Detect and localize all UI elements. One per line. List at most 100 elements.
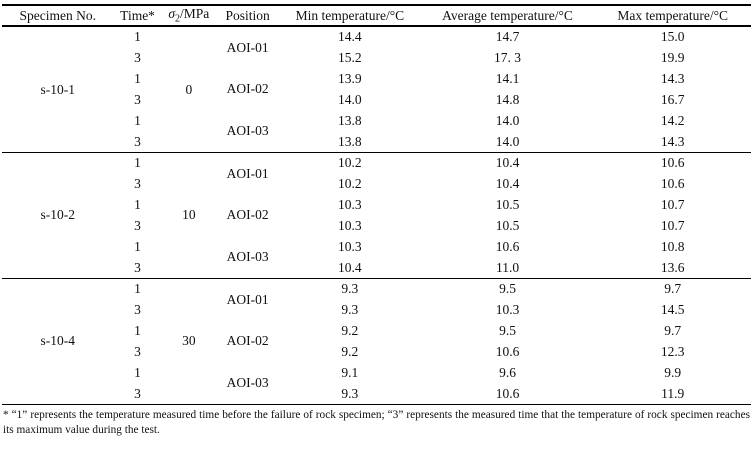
max-temp-cell: 15.0 <box>660 29 685 45</box>
specimen-cell: s-10-1 <box>40 81 76 97</box>
table-row: 3 10.2 10.4 10.6 <box>2 173 751 194</box>
position-cell: AOI-02 <box>226 81 269 97</box>
time-cell: 1 <box>134 29 141 45</box>
position-cell: AOI-01 <box>226 165 269 181</box>
time-cell: 1 <box>134 112 141 128</box>
time-cell: 1 <box>134 281 141 296</box>
table-row: 1 AOI-03 13.8 14.0 14.2 <box>2 110 751 138</box>
avg-temp-cell: 9.5 <box>499 281 516 296</box>
position-cell: AOI-03 <box>226 375 269 390</box>
time-cell: 3 <box>134 259 141 275</box>
max-temp-cell: 13.6 <box>660 259 685 275</box>
avg-temp-cell: 14.0 <box>495 133 520 149</box>
table-row: 3 15.2 17. 3 19.9 <box>2 47 751 68</box>
header-avg-temp: Average temperature/°C <box>442 7 573 23</box>
avg-temp-cell: 9.6 <box>499 364 516 380</box>
specimen-cell: s-10-2 <box>40 207 76 223</box>
avg-temp-cell: 17. 3 <box>494 49 522 65</box>
specimen-group-s-10-2: s-10-2 1 10 AOI-01 10.2 10.4 10.6 3 10.2… <box>2 152 751 278</box>
min-temp-cell: 10.2 <box>338 155 362 170</box>
min-temp-cell: 13.8 <box>338 112 362 128</box>
avg-temp-cell: 10.6 <box>495 238 520 254</box>
table-row: 1 AOI-03 9.1 9.6 9.9 <box>2 362 751 390</box>
avg-temp-cell: 10.5 <box>495 196 520 212</box>
min-temp-cell: 10.4 <box>338 259 362 275</box>
max-temp-cell: 9.7 <box>664 281 682 296</box>
table-row: 3 10.4 11.0 13.6 <box>2 257 751 278</box>
max-temp-cell: 10.7 <box>660 217 685 233</box>
position-cell: AOI-03 <box>226 123 269 138</box>
table-row: s-10-2 1 10 AOI-01 10.2 10.4 10.6 <box>2 152 751 222</box>
time-cell: 1 <box>134 364 141 380</box>
min-temp-cell: 10.3 <box>338 238 362 254</box>
max-temp-cell: 10.6 <box>660 175 685 191</box>
sigma-unit: /MPa <box>180 5 210 21</box>
min-temp-cell: 10.3 <box>338 217 362 233</box>
min-temp-cell: 13.8 <box>338 133 362 149</box>
time-cell: 3 <box>134 91 141 107</box>
table-header: Specimen No. Time* σ2/MPa Position Min t… <box>2 5 751 26</box>
max-temp-cell: 14.3 <box>660 133 685 149</box>
position-cell: AOI-03 <box>226 249 269 264</box>
min-temp-cell: 9.3 <box>341 301 359 317</box>
max-temp-cell: 10.8 <box>660 238 685 254</box>
sigma-cell: 30 <box>182 333 196 349</box>
sigma-symbol: σ <box>168 5 176 21</box>
sigma-subscript: 2 <box>175 13 181 25</box>
table-footnote: * “1” represents the temperature measure… <box>3 408 750 436</box>
avg-temp-cell: 14.8 <box>495 91 520 107</box>
table-row: 1 AOI-02 13.9 14.1 14.3 <box>2 68 751 96</box>
specimen-cell: s-10-4 <box>40 333 76 349</box>
header-max-temp: Max temperature/°C <box>617 7 729 23</box>
min-temp-cell: 14.4 <box>338 29 362 45</box>
position-cell: AOI-01 <box>226 39 269 55</box>
max-temp-cell: 12.3 <box>660 343 685 359</box>
time-cell: 3 <box>134 133 141 149</box>
avg-temp-cell: 14.0 <box>495 112 520 128</box>
specimen-group-s-10-1: s-10-1 1 0 AOI-01 14.4 14.7 15.0 3 15.2 … <box>2 26 751 152</box>
min-temp-cell: 10.3 <box>338 196 362 212</box>
table-row: 3 9.2 10.6 12.3 <box>2 341 751 362</box>
max-temp-cell: 10.7 <box>660 196 685 212</box>
max-temp-cell: 19.9 <box>660 49 685 65</box>
min-temp-cell: 10.2 <box>338 175 362 191</box>
paper-table-page: Specimen No. Time* σ2/MPa Position Min t… <box>2 4 751 436</box>
avg-temp-cell: 11.0 <box>495 259 520 275</box>
table-row: 1 AOI-02 9.2 9.5 9.7 <box>2 320 751 348</box>
table-row: 3 9.3 10.6 11.9 <box>2 383 751 404</box>
max-temp-cell: 11.9 <box>661 385 685 401</box>
min-temp-cell: 9.2 <box>341 322 359 338</box>
table-row: s-10-1 1 0 AOI-01 14.4 14.7 15.0 <box>2 26 751 96</box>
min-temp-cell: 9.2 <box>341 343 359 359</box>
min-temp-cell: 14.0 <box>338 91 362 107</box>
min-temp-cell: 9.3 <box>341 385 359 401</box>
time-cell: 1 <box>134 322 141 338</box>
position-cell: AOI-02 <box>226 333 269 349</box>
header-specimen: Specimen No. <box>19 7 97 23</box>
time-cell: 3 <box>134 343 141 359</box>
time-cell: 3 <box>134 217 141 233</box>
table-row: 1 AOI-02 10.3 10.5 10.7 <box>2 194 751 222</box>
time-cell: 1 <box>134 155 141 170</box>
sigma-cell: 10 <box>182 207 196 223</box>
avg-temp-cell: 10.4 <box>495 175 520 191</box>
table-row: 3 14.0 14.8 16.7 <box>2 89 751 110</box>
time-cell: 1 <box>134 196 141 212</box>
sigma-cell: 0 <box>185 81 193 97</box>
avg-temp-cell: 14.7 <box>495 29 520 45</box>
max-temp-cell: 14.3 <box>660 70 685 86</box>
min-temp-cell: 13.9 <box>338 70 362 86</box>
header-sigma: σ2/MPa <box>162 5 217 26</box>
header-time: Time* <box>120 7 155 23</box>
time-cell: 3 <box>134 49 141 65</box>
header-position: Position <box>225 7 270 23</box>
time-cell: 3 <box>134 385 141 401</box>
avg-temp-cell: 10.6 <box>495 343 520 359</box>
avg-temp-cell: 10.3 <box>495 301 520 317</box>
max-temp-cell: 9.9 <box>664 364 682 380</box>
min-temp-cell: 15.2 <box>338 49 362 65</box>
avg-temp-cell: 10.5 <box>495 217 520 233</box>
avg-temp-cell: 14.1 <box>495 70 520 86</box>
avg-temp-cell: 10.4 <box>495 155 520 170</box>
table-row: s-10-4 1 30 AOI-01 9.3 9.5 9.7 <box>2 278 751 348</box>
